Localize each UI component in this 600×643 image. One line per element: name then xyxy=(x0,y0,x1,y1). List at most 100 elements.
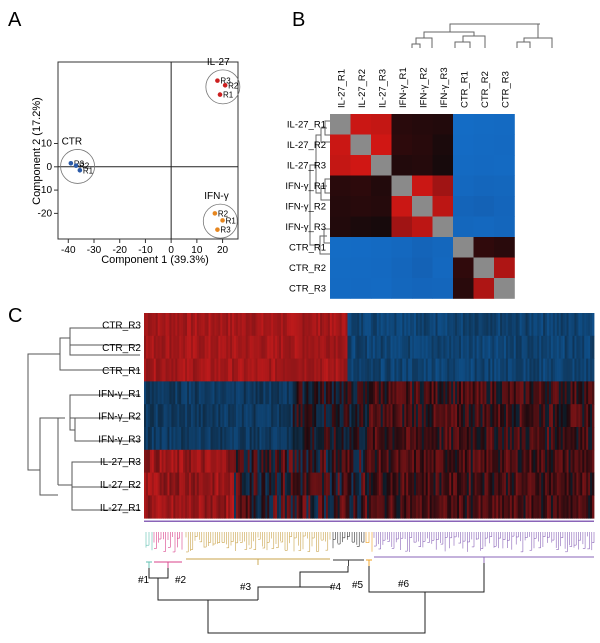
heatmap-cell xyxy=(200,358,204,382)
heatmap-cell xyxy=(325,472,329,496)
heatmap-cell xyxy=(562,427,566,451)
heatmap-cell xyxy=(322,495,325,519)
heatmap-cell xyxy=(253,404,256,428)
heatmap-cell xyxy=(265,472,268,496)
heatmap-cell xyxy=(578,313,581,337)
heatmap-cell xyxy=(449,358,452,382)
heatmap-cell xyxy=(271,404,274,428)
heatmap-cell xyxy=(588,335,591,359)
heatmap-cell xyxy=(460,472,464,496)
heatmap-cell xyxy=(210,472,213,496)
heatmap-cell xyxy=(312,427,315,451)
heatmap-cell xyxy=(400,427,403,451)
heatmap-cell xyxy=(507,472,511,496)
heatmap-cell xyxy=(539,404,542,428)
heatmap-cell xyxy=(284,472,288,496)
corr-cell xyxy=(473,278,495,299)
heatmap-cell xyxy=(161,495,164,519)
pca-point xyxy=(212,211,218,216)
heatmap-cell xyxy=(574,335,577,359)
heatmap-cell xyxy=(157,358,161,382)
heatmap-cell xyxy=(226,472,229,496)
heatmap-cell xyxy=(245,358,249,382)
heatmap-cell xyxy=(314,404,317,428)
heatmap-cell xyxy=(206,427,209,451)
heatmap-cell xyxy=(558,449,562,473)
corr-col-label: CTR_R2 xyxy=(480,71,491,108)
heatmap-cell xyxy=(480,358,483,382)
heatmap-cell xyxy=(560,449,564,473)
heatmap-cell xyxy=(286,358,290,382)
heatmap-cell xyxy=(560,381,564,405)
heatmap-cell xyxy=(290,404,294,428)
heatmap-cell xyxy=(365,335,368,359)
heatmap-cell xyxy=(515,449,519,473)
heatmap-cell xyxy=(361,404,364,428)
heatmap-cell xyxy=(460,313,464,337)
heatmap-cell xyxy=(374,427,378,451)
heatmap-cell xyxy=(427,427,431,451)
heatmap-cell xyxy=(341,313,344,337)
heatmap-cell xyxy=(153,495,157,519)
corr-cell xyxy=(391,196,413,217)
heatmap-cell xyxy=(504,495,507,519)
heatmap-cell xyxy=(480,472,483,496)
heatmap-cell xyxy=(196,404,200,428)
heatmap-cell xyxy=(308,381,311,405)
heatmap-cell xyxy=(300,358,303,382)
corr-cell xyxy=(453,278,474,299)
heatmap-cell xyxy=(439,313,442,337)
heatmap-cell xyxy=(572,313,575,337)
heatmap-cell xyxy=(576,449,579,473)
heatmap-cell xyxy=(247,404,251,428)
heatmap-cell xyxy=(457,427,460,451)
heatmap-cell xyxy=(327,427,331,451)
heatmap-cell xyxy=(562,381,566,405)
heatmap-cell xyxy=(443,358,446,382)
heatmap-cell xyxy=(312,313,315,337)
heatmap-cell xyxy=(292,472,296,496)
heatmap-cell xyxy=(206,381,209,405)
heatmap-cell xyxy=(449,495,452,519)
heatmap-cell xyxy=(521,335,524,359)
heatmap-cell xyxy=(433,381,436,405)
heatmap-cell xyxy=(237,313,241,337)
heatmap-cell xyxy=(185,313,188,337)
heatmap-cell xyxy=(277,358,280,382)
heatmap-cell xyxy=(445,335,448,359)
heatmap-cell xyxy=(198,404,202,428)
heatmap-cell xyxy=(322,427,325,451)
heatmap-cell xyxy=(462,358,466,382)
heatmap-cell xyxy=(243,427,247,451)
heatmap-cell xyxy=(580,335,583,359)
heatmap-cell xyxy=(421,358,425,382)
heatmap-cell xyxy=(380,404,384,428)
heatmap-cell xyxy=(582,358,585,382)
heatmap-cell xyxy=(396,427,399,451)
heatmap-cell xyxy=(147,404,151,428)
heatmap-cell xyxy=(384,495,388,519)
heatmap-cell xyxy=(460,335,464,359)
heatmap-cell xyxy=(241,381,245,405)
heatmap-cell xyxy=(169,449,172,473)
heatmap-cell xyxy=(547,495,550,519)
heatmap-cell xyxy=(333,313,337,337)
heatmap-cell xyxy=(505,495,509,519)
heatmap-cell xyxy=(500,449,503,473)
heatmap-cell xyxy=(507,495,511,519)
heatmap-cell xyxy=(496,358,499,382)
heatmap-cell xyxy=(167,358,170,382)
heatmap-cell xyxy=(382,404,386,428)
heatmap-cell xyxy=(464,495,468,519)
heatmap-cell xyxy=(578,472,581,496)
gene-dendrogram: #1 #2#3 #4 #5 #6 xyxy=(138,532,595,634)
heatmap-cell xyxy=(312,381,315,405)
heatmap-cell xyxy=(429,427,433,451)
heatmap-cell xyxy=(351,335,354,359)
heatmap-cell xyxy=(365,358,368,382)
heatmap-cell xyxy=(370,404,374,428)
heatmap-cell xyxy=(584,335,587,359)
heatmap-cell xyxy=(351,313,354,337)
heatmap-cell xyxy=(282,427,286,451)
heatmap-cell xyxy=(345,495,348,519)
